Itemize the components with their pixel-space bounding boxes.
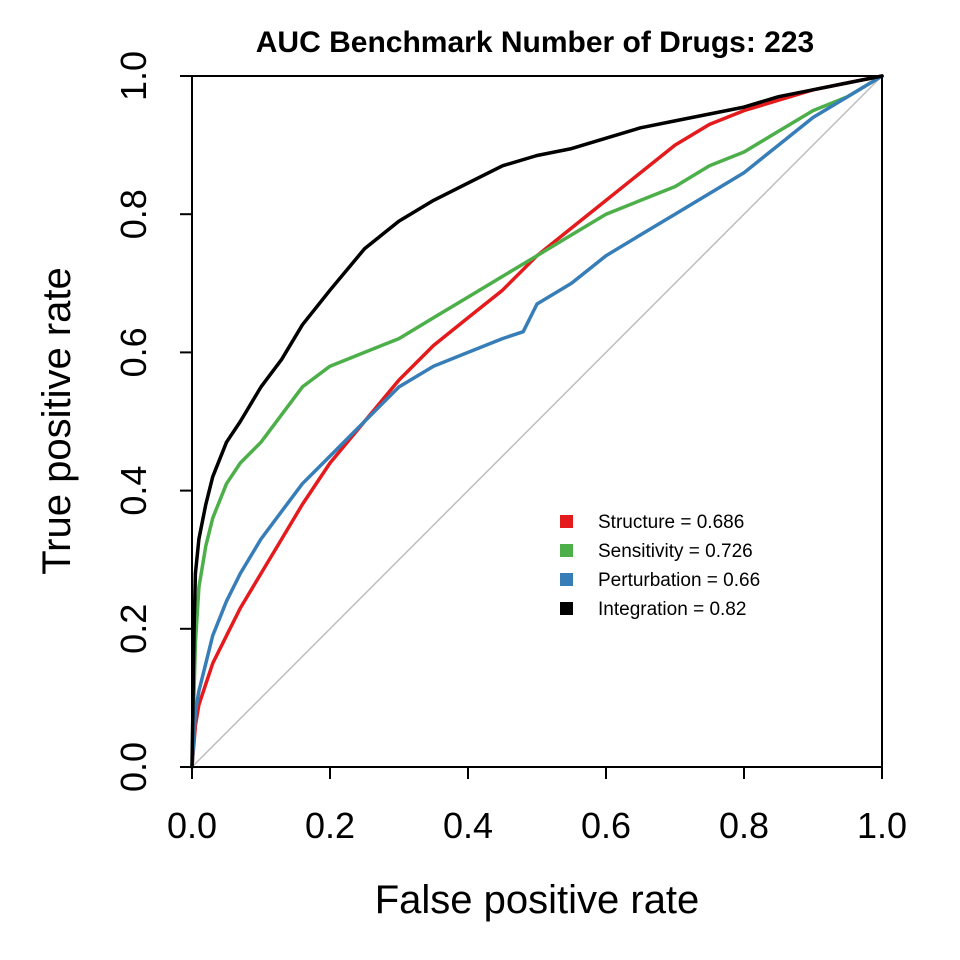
x-tick-label: 0.6 (581, 805, 631, 846)
x-axis-label: False positive rate (375, 878, 700, 922)
legend-label: Sensitivity = 0.726 (598, 541, 753, 562)
series-line-3 (190, 74, 884, 769)
legend: Structure = 0.686 Sensitivity = 0.726 Pert… (560, 512, 760, 620)
y-tick-label: 0.8 (113, 189, 154, 239)
y-tick-label: 0.4 (113, 466, 154, 516)
y-tick-label: 0.6 (113, 327, 154, 377)
y-tick-label: 0.2 (113, 604, 154, 654)
plot-area: 0.0 0.2 0.4 0.6 0.8 1.0 0.0 0.2 0.4 0.6 0.8 1.0 Stru… (113, 51, 907, 846)
y-tick-label: 1.0 (113, 51, 154, 101)
series-line-2 (190, 74, 884, 769)
legend-label: Structure = 0.686 (598, 512, 744, 533)
y-axis-label: True positive rate (35, 267, 79, 575)
series-line-1 (190, 74, 884, 769)
x-tick-label: 0.0 (167, 805, 217, 846)
legend-swatch (560, 602, 573, 615)
chart-title: AUC Benchmark Number of Drugs: 223 (256, 26, 814, 59)
legend-swatch (560, 544, 573, 557)
series-line-0 (190, 74, 884, 769)
y-tick-label: 0.0 (113, 742, 154, 792)
reference-diagonal-line (191, 75, 883, 768)
legend-label: Integration = 0.82 (598, 599, 746, 620)
legend-swatch (560, 573, 573, 586)
plot-frame (191, 75, 883, 768)
legend-label: Perturbation = 0.66 (598, 570, 760, 591)
x-tick-label: 0.2 (305, 805, 355, 846)
x-tick-label: 1.0 (857, 805, 907, 846)
legend-swatch (560, 515, 573, 528)
x-tick-label: 0.8 (719, 805, 769, 846)
x-tick-label: 0.4 (443, 805, 493, 846)
